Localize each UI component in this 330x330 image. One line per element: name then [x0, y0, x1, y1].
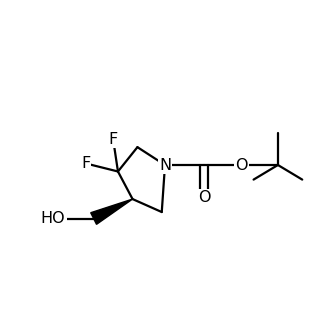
Polygon shape — [91, 199, 133, 224]
Text: F: F — [81, 156, 90, 171]
Text: N: N — [159, 157, 171, 173]
Text: O: O — [235, 157, 248, 173]
Text: O: O — [198, 190, 210, 205]
Text: F: F — [109, 132, 118, 147]
Text: HO: HO — [41, 211, 65, 226]
